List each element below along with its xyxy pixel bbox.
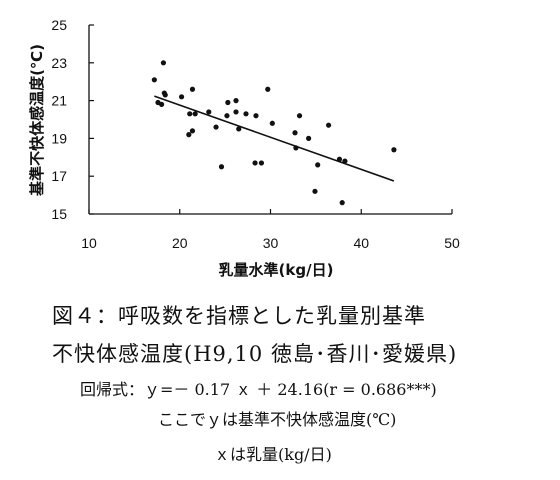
data-point xyxy=(325,122,332,128)
x-tick-label: 50 xyxy=(444,235,460,251)
data-point xyxy=(292,130,298,136)
data-point xyxy=(160,60,167,66)
y-tick-label: 25 xyxy=(51,17,67,33)
data-point xyxy=(312,188,318,194)
data-point xyxy=(243,111,249,117)
data-point xyxy=(192,111,198,117)
variable-definition-y: ここでｙは基準不快体感温度(℃) xyxy=(158,410,397,429)
data-point xyxy=(159,101,165,107)
x-tick-label: 40 xyxy=(353,235,369,251)
data-point xyxy=(253,113,259,119)
data-point xyxy=(233,98,239,104)
regression-equation: 回帰式：ｙ=－ 0.17 ｘ ＋ 24.16(r = 0.686***) xyxy=(80,380,437,399)
x-tick-label: 30 xyxy=(263,235,279,251)
data-point xyxy=(265,86,271,92)
data-point xyxy=(218,164,225,170)
data-point xyxy=(162,92,168,98)
data-point xyxy=(178,94,185,100)
data-point xyxy=(206,109,212,115)
data-point xyxy=(336,156,343,162)
data-points xyxy=(151,60,397,206)
regression-line xyxy=(154,95,395,182)
data-point xyxy=(233,109,239,115)
data-point xyxy=(151,77,157,83)
data-point xyxy=(296,113,303,119)
data-point xyxy=(269,120,275,126)
y-tick-label: 17 xyxy=(51,168,67,184)
x-ticks: 10 20 30 40 50 xyxy=(81,209,460,251)
data-point xyxy=(306,135,312,141)
y-tick-label: 15 xyxy=(51,206,67,222)
data-point xyxy=(315,162,321,168)
data-point xyxy=(342,158,348,164)
figure-caption-line-2: 不快体感温度(H9,10 徳島･香川･愛媛県) xyxy=(52,342,458,366)
data-point xyxy=(186,132,192,138)
data-point xyxy=(187,111,193,117)
x-axis-title: 乳量水準(kg/日) xyxy=(219,261,334,279)
data-point xyxy=(252,160,258,166)
y-axis-title: 基準不快体感温度(℃) xyxy=(28,44,46,197)
data-point xyxy=(258,160,265,166)
data-point xyxy=(236,126,242,132)
axes xyxy=(88,25,452,215)
scatter-chart: 15 17 19 21 23 25 10 20 30 40 50 基準不快体感温度(℃) 乳量水準… xyxy=(28,17,460,279)
y-tick-label: 21 xyxy=(51,93,67,109)
data-point xyxy=(391,147,397,153)
x-tick-label: 10 xyxy=(81,235,97,251)
figure-caption-line-1: 図４：呼吸数を指標とした乳量別基準 xyxy=(52,304,426,328)
variable-definition-x: ｘは乳量(kg/日) xyxy=(214,445,332,464)
data-point xyxy=(339,200,345,206)
data-point xyxy=(225,99,231,106)
data-point xyxy=(189,86,196,92)
data-point xyxy=(189,128,196,134)
data-point xyxy=(293,145,299,151)
data-point xyxy=(213,124,219,130)
y-tick-label: 19 xyxy=(51,130,67,146)
x-tick-label: 20 xyxy=(172,235,188,251)
data-point xyxy=(224,113,230,119)
y-ticks: 15 17 19 21 23 25 xyxy=(51,17,94,222)
y-tick-label: 23 xyxy=(51,55,67,71)
